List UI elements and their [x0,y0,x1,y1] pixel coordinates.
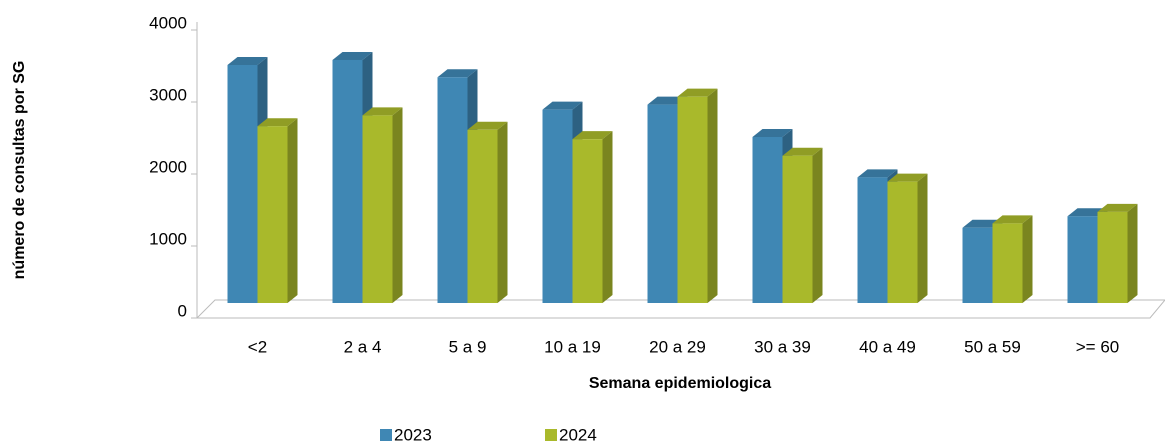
bar [1067,216,1098,303]
bar-top [257,118,298,127]
x-tick-label: 50 a 59 [964,337,1021,356]
bar-top [542,101,583,110]
x-axis-title: Semana epidemiologica [589,375,771,392]
bar-side [1127,203,1138,303]
legend-swatch [545,429,557,441]
bar-side [1022,215,1033,303]
x-tick-label: 10 a 19 [544,337,601,356]
bar-top [887,173,928,182]
bar [752,137,783,303]
bar-side [392,107,403,304]
bar [437,77,468,304]
bar [857,177,888,303]
y-tick-label: 2000 [149,157,187,176]
bar-side [812,147,823,303]
bar [887,181,918,303]
bar-top [992,215,1033,224]
x-tick-label: <2 [248,337,267,356]
bar-top [227,57,268,65]
legend-swatch [380,429,392,441]
bar [227,65,258,303]
x-tick-label: 5 a 9 [449,337,487,356]
bar-side [287,118,298,303]
bar-top [1097,203,1138,212]
x-tick-label: 30 a 39 [754,337,811,356]
y-axis-title: número de consultas por SG [11,61,28,280]
bar [677,96,708,304]
bar [992,223,1023,303]
bar [962,227,993,303]
bar [782,155,813,303]
bar-top [857,169,898,178]
bar [647,104,678,303]
bar-top [467,121,508,130]
x-tick-label: 20 a 29 [649,337,706,356]
bar [467,129,498,303]
floor [195,299,1165,319]
bar-top [752,129,793,137]
bar [332,59,363,304]
bar [362,115,393,304]
bar [572,139,603,303]
legend-label: 2023 [394,425,432,444]
bar-side [497,121,508,303]
bar-top [362,107,403,116]
bar [257,126,288,303]
bar-top [332,51,373,60]
legend-label: 2024 [559,425,597,444]
y-tick-label: 4000 [149,13,187,32]
bar-top [437,69,478,78]
bar-top [572,131,613,140]
y-tick-label: 0 [178,301,187,320]
bar-side [707,88,718,304]
bar-side [917,173,928,303]
bar-top [677,88,718,97]
bar-top [782,147,823,156]
bar [1097,211,1128,303]
x-tick-label: >= 60 [1076,337,1120,356]
x-tick-label: 40 a 49 [859,337,916,356]
bar-side [602,131,613,303]
bar [542,109,573,303]
y-tick-label: 1000 [149,229,187,248]
y-tick-label: 3000 [149,85,187,104]
x-tick-label: 2 a 4 [344,337,382,356]
